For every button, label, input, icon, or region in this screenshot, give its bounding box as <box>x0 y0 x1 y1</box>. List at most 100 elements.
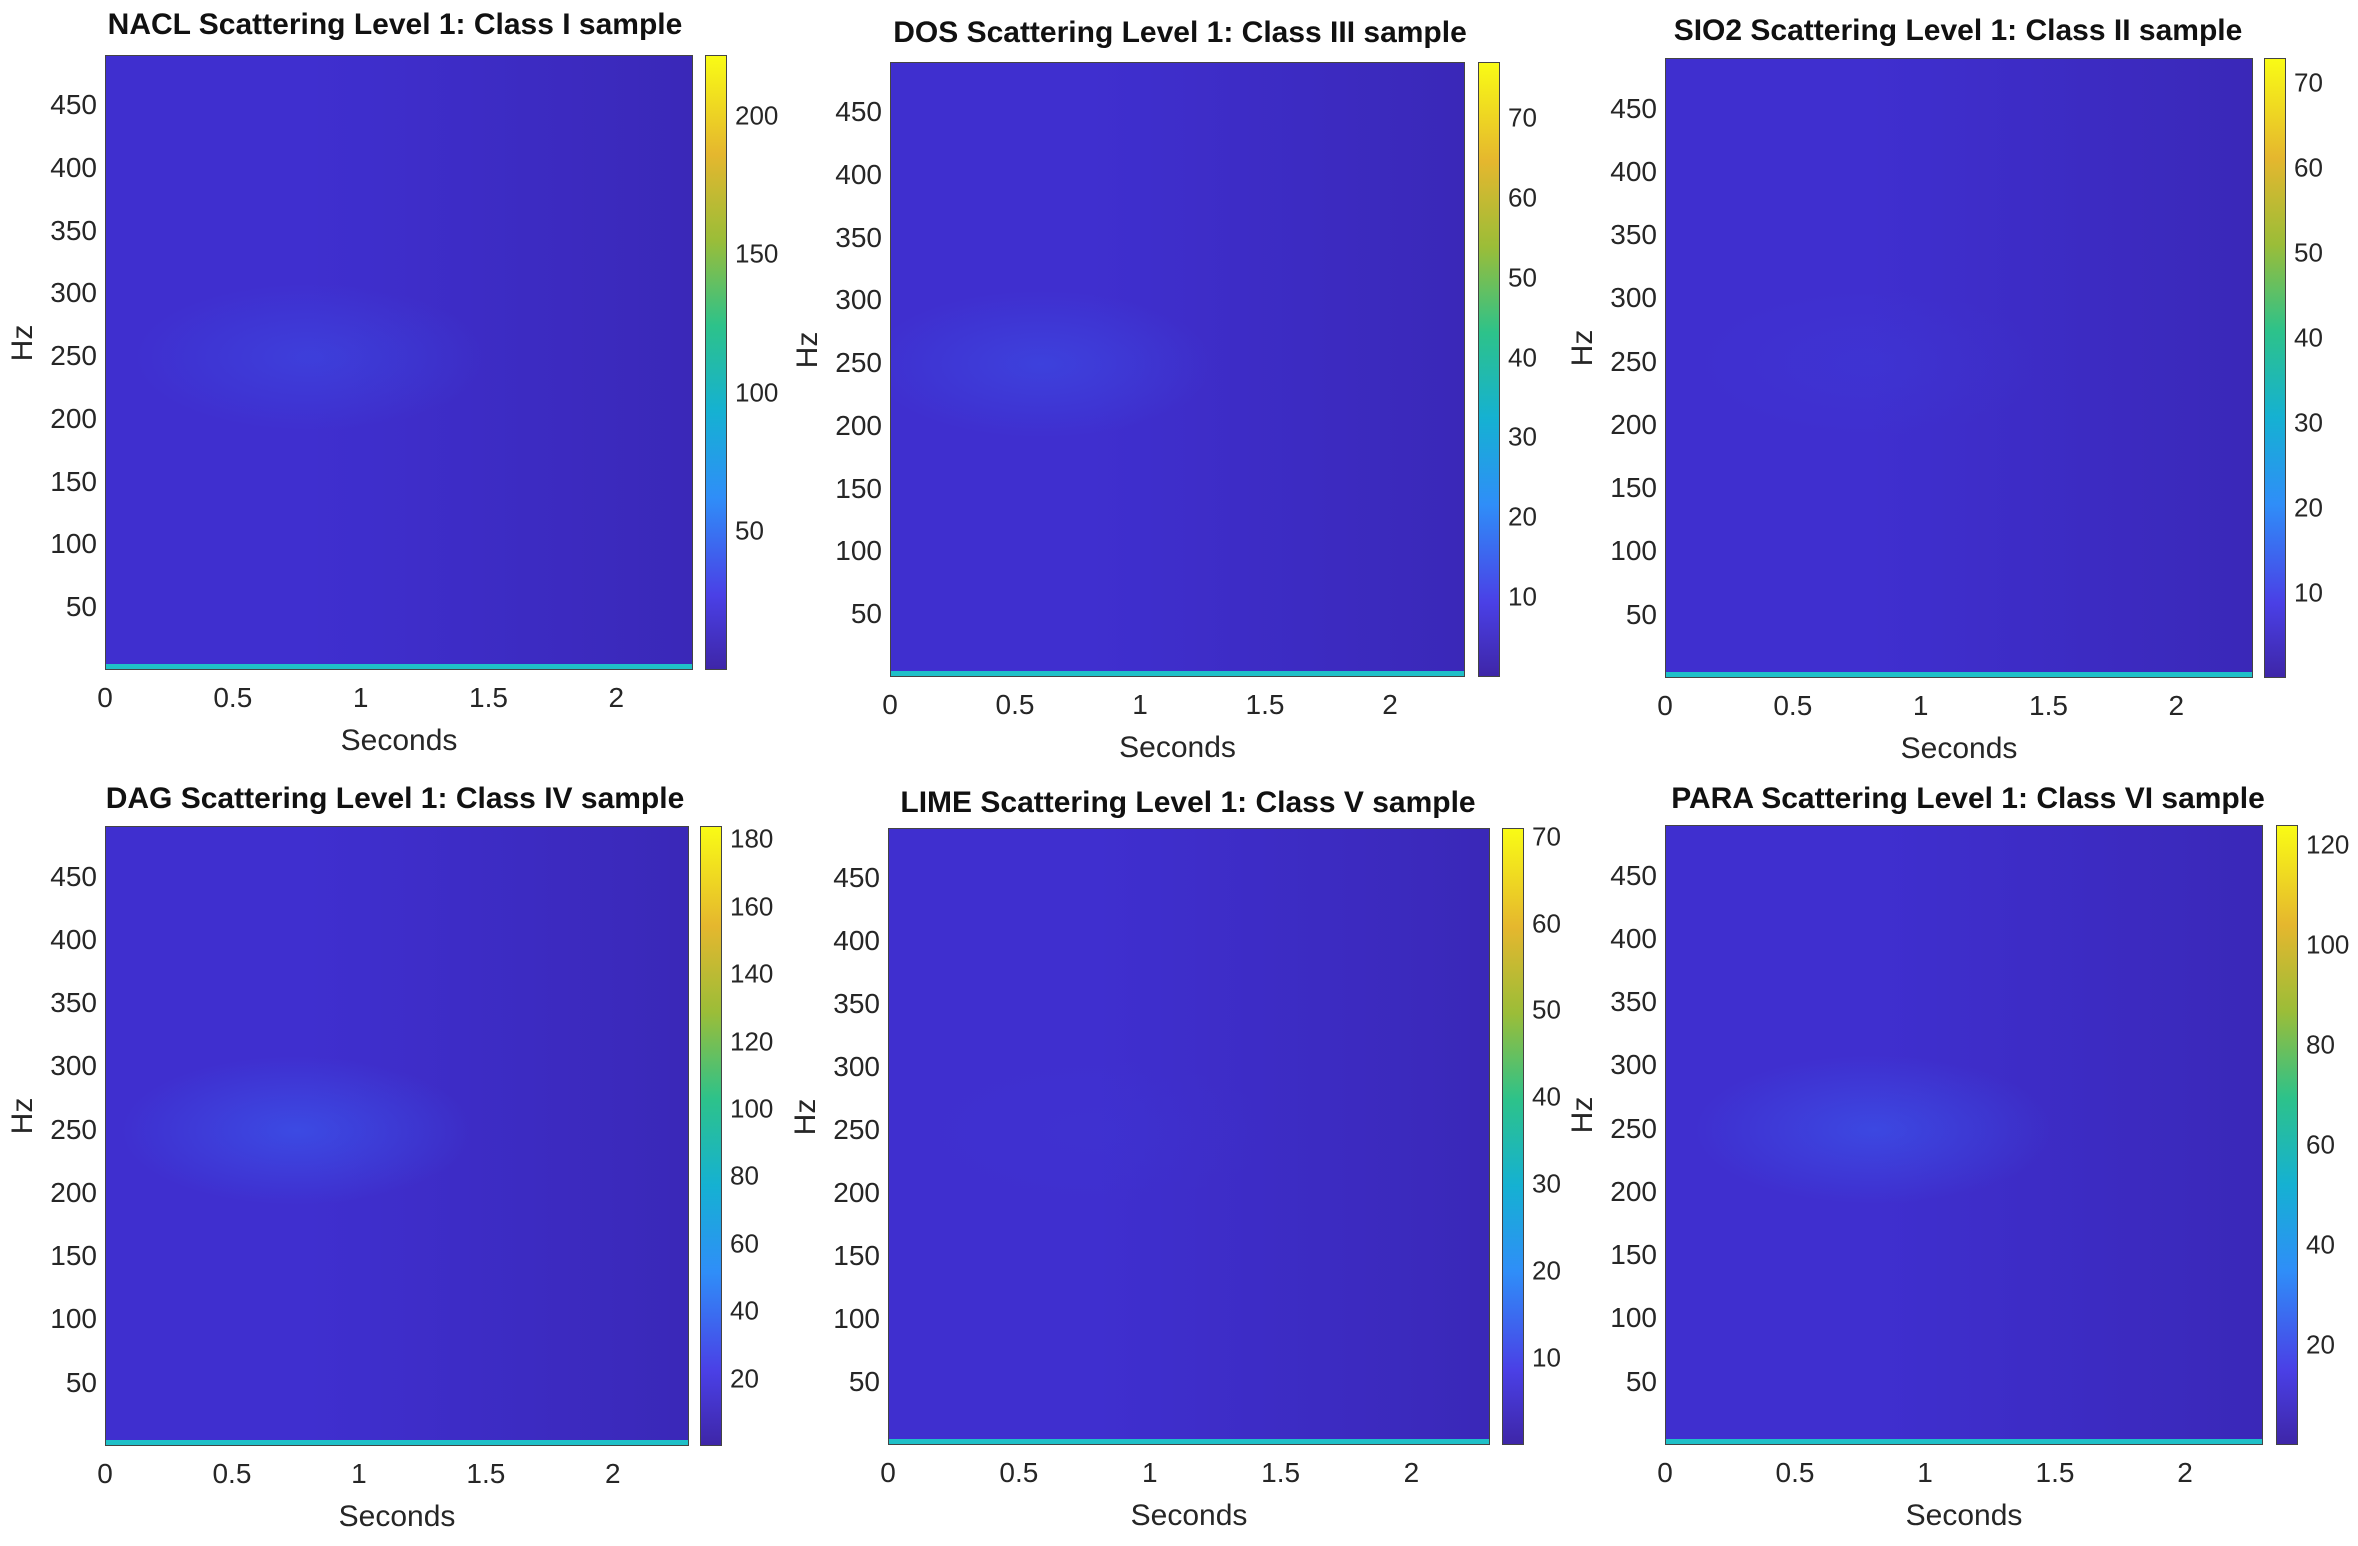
heatmap-plot-area <box>105 826 689 1446</box>
colorbar-tick-label: 10 <box>2294 577 2323 608</box>
y-tick-label: 150 <box>1610 472 1657 504</box>
colorbar-tick-label: 180 <box>730 823 774 854</box>
colorbar <box>2264 58 2286 678</box>
y-tick-label: 400 <box>1610 155 1657 187</box>
y-tick-label: 50 <box>1625 1365 1657 1397</box>
y-tick-label: 400 <box>1610 922 1657 954</box>
colorbar <box>705 55 727 670</box>
x-tick-label: 0.5 <box>212 1458 252 1489</box>
x-tick-label: 1.5 <box>2029 690 2068 721</box>
x-tick-label: 0 <box>1657 690 1673 721</box>
colorbar-tick-label: 30 <box>1532 1168 1561 1199</box>
x-tick-label: 1 <box>1132 689 1148 720</box>
colorbar-tick-label: 60 <box>1508 182 1537 213</box>
y-tick-label: 250 <box>835 347 882 379</box>
x-axis-label: Seconds <box>338 1500 456 1533</box>
heatmap-hotspot <box>121 1056 472 1206</box>
colorbar-tick-label: 50 <box>1532 994 1561 1025</box>
y-tick-label: 200 <box>833 1177 880 1209</box>
x-tick-label: 1 <box>1912 690 1929 721</box>
y-tick-label: 450 <box>833 862 880 894</box>
y-tick-label: 200 <box>1610 408 1657 440</box>
colorbar-tick-label: 120 <box>730 1026 774 1057</box>
x-tick-label: 1 <box>351 1458 367 1489</box>
chart-title: DAG Scattering Level 1: Class IV sample <box>105 782 685 815</box>
chart-title: NACL Scattering Level 1: Class I sample <box>107 8 683 41</box>
colorbar <box>700 826 722 1446</box>
heatmap-plot-area <box>890 62 1465 677</box>
colorbar-tick-label: 80 <box>730 1160 759 1191</box>
low-frequency-band <box>106 1440 688 1445</box>
colorbar-tick-label: 140 <box>730 958 774 989</box>
x-tick-label: 0 <box>97 682 113 713</box>
y-tick-label: 400 <box>835 158 882 190</box>
colorbar-tick-label: 70 <box>1532 821 1561 852</box>
heatmap-plot-area <box>888 828 1490 1445</box>
colorbar-tick-label: 40 <box>730 1295 759 1326</box>
y-tick-label: 50 <box>65 591 97 623</box>
x-tick-label: 1 <box>1917 1457 1933 1488</box>
y-tick-label: 150 <box>50 465 97 497</box>
x-tick-label: 0 <box>880 1457 896 1488</box>
colorbar-tick-label: 70 <box>2294 67 2323 98</box>
y-tick-label: 100 <box>1610 1302 1657 1334</box>
heatmap-plot-area <box>105 55 693 670</box>
colorbar-tick-label: 160 <box>730 891 774 922</box>
y-tick-label: 250 <box>50 340 97 372</box>
colorbar-tick-label: 50 <box>2294 237 2323 268</box>
heatmap-plot-area <box>1665 58 2253 678</box>
y-tick-label: 450 <box>1610 859 1657 891</box>
colorbar-tick-label: 10 <box>1532 1342 1561 1373</box>
colorbar-tick-label: 100 <box>730 1093 774 1124</box>
y-axis-label: Hz <box>1566 329 1599 367</box>
chart-title: SIO2 Scattering Level 1: Class II sample <box>1673 14 2243 47</box>
y-axis-label: Hz <box>791 331 824 368</box>
y-tick-label: 450 <box>50 860 97 892</box>
x-tick-label: 1.5 <box>466 1458 506 1489</box>
x-tick-label: 1.5 <box>469 682 508 713</box>
heatmap-plot-area <box>1665 825 2263 1445</box>
colorbar-tick-label: 60 <box>2306 1129 2335 1160</box>
low-frequency-band <box>1666 1439 2262 1444</box>
y-tick-label: 450 <box>1610 92 1657 124</box>
colorbar-tick-label: 40 <box>2306 1229 2335 1260</box>
low-frequency-band <box>1666 672 2252 677</box>
colorbar-tick-label: 60 <box>730 1228 759 1259</box>
x-tick-label: 2 <box>605 1458 621 1489</box>
x-tick-label: 1.5 <box>1261 1457 1301 1488</box>
y-tick-label: 350 <box>1610 219 1657 251</box>
heatmap-image <box>889 829 1489 1444</box>
y-tick-label: 150 <box>1610 1239 1657 1271</box>
colorbar <box>1478 62 1500 677</box>
colorbar-tick-label: 40 <box>1532 1081 1561 1112</box>
colorbar <box>2276 825 2298 1445</box>
x-tick-label: 2 <box>2177 1457 2193 1488</box>
x-tick-label: 0.5 <box>1775 1457 1815 1488</box>
colorbar-tick-label: 150 <box>735 238 779 269</box>
x-tick-label: 1 <box>352 682 369 713</box>
colorbar-tick-label: 30 <box>2294 407 2323 438</box>
heatmap-image <box>1666 826 2262 1444</box>
y-tick-label: 250 <box>50 1113 97 1145</box>
y-tick-label: 100 <box>835 535 882 567</box>
y-tick-label: 300 <box>50 1050 97 1082</box>
chart-title: DOS Scattering Level 1: Class III sample <box>893 16 1467 49</box>
colorbar-tick-label: 20 <box>1508 501 1537 532</box>
heatmap-image <box>891 63 1464 676</box>
colorbar-tick-label: 50 <box>1508 262 1537 293</box>
colorbar-tick-label: 60 <box>1532 908 1561 939</box>
x-tick-label: 2 <box>1382 689 1398 720</box>
colorbar-tick-label: 200 <box>735 100 779 131</box>
y-tick-label: 300 <box>835 284 882 316</box>
y-axis-label: Hz <box>6 324 39 361</box>
x-tick-label: 0 <box>882 689 898 720</box>
x-tick-label: 1.5 <box>1245 689 1285 720</box>
heatmap-image <box>1666 59 2252 677</box>
colorbar-tick-label: 20 <box>1532 1255 1561 1286</box>
colorbar-tick-label: 70 <box>1508 102 1537 133</box>
x-tick-label: 2 <box>1403 1457 1420 1488</box>
heatmap-hotspot <box>134 283 487 432</box>
colorbar-tick-label: 40 <box>1508 342 1537 373</box>
y-tick-label: 300 <box>833 1051 880 1083</box>
colorbar-tick-label: 40 <box>2294 322 2323 353</box>
